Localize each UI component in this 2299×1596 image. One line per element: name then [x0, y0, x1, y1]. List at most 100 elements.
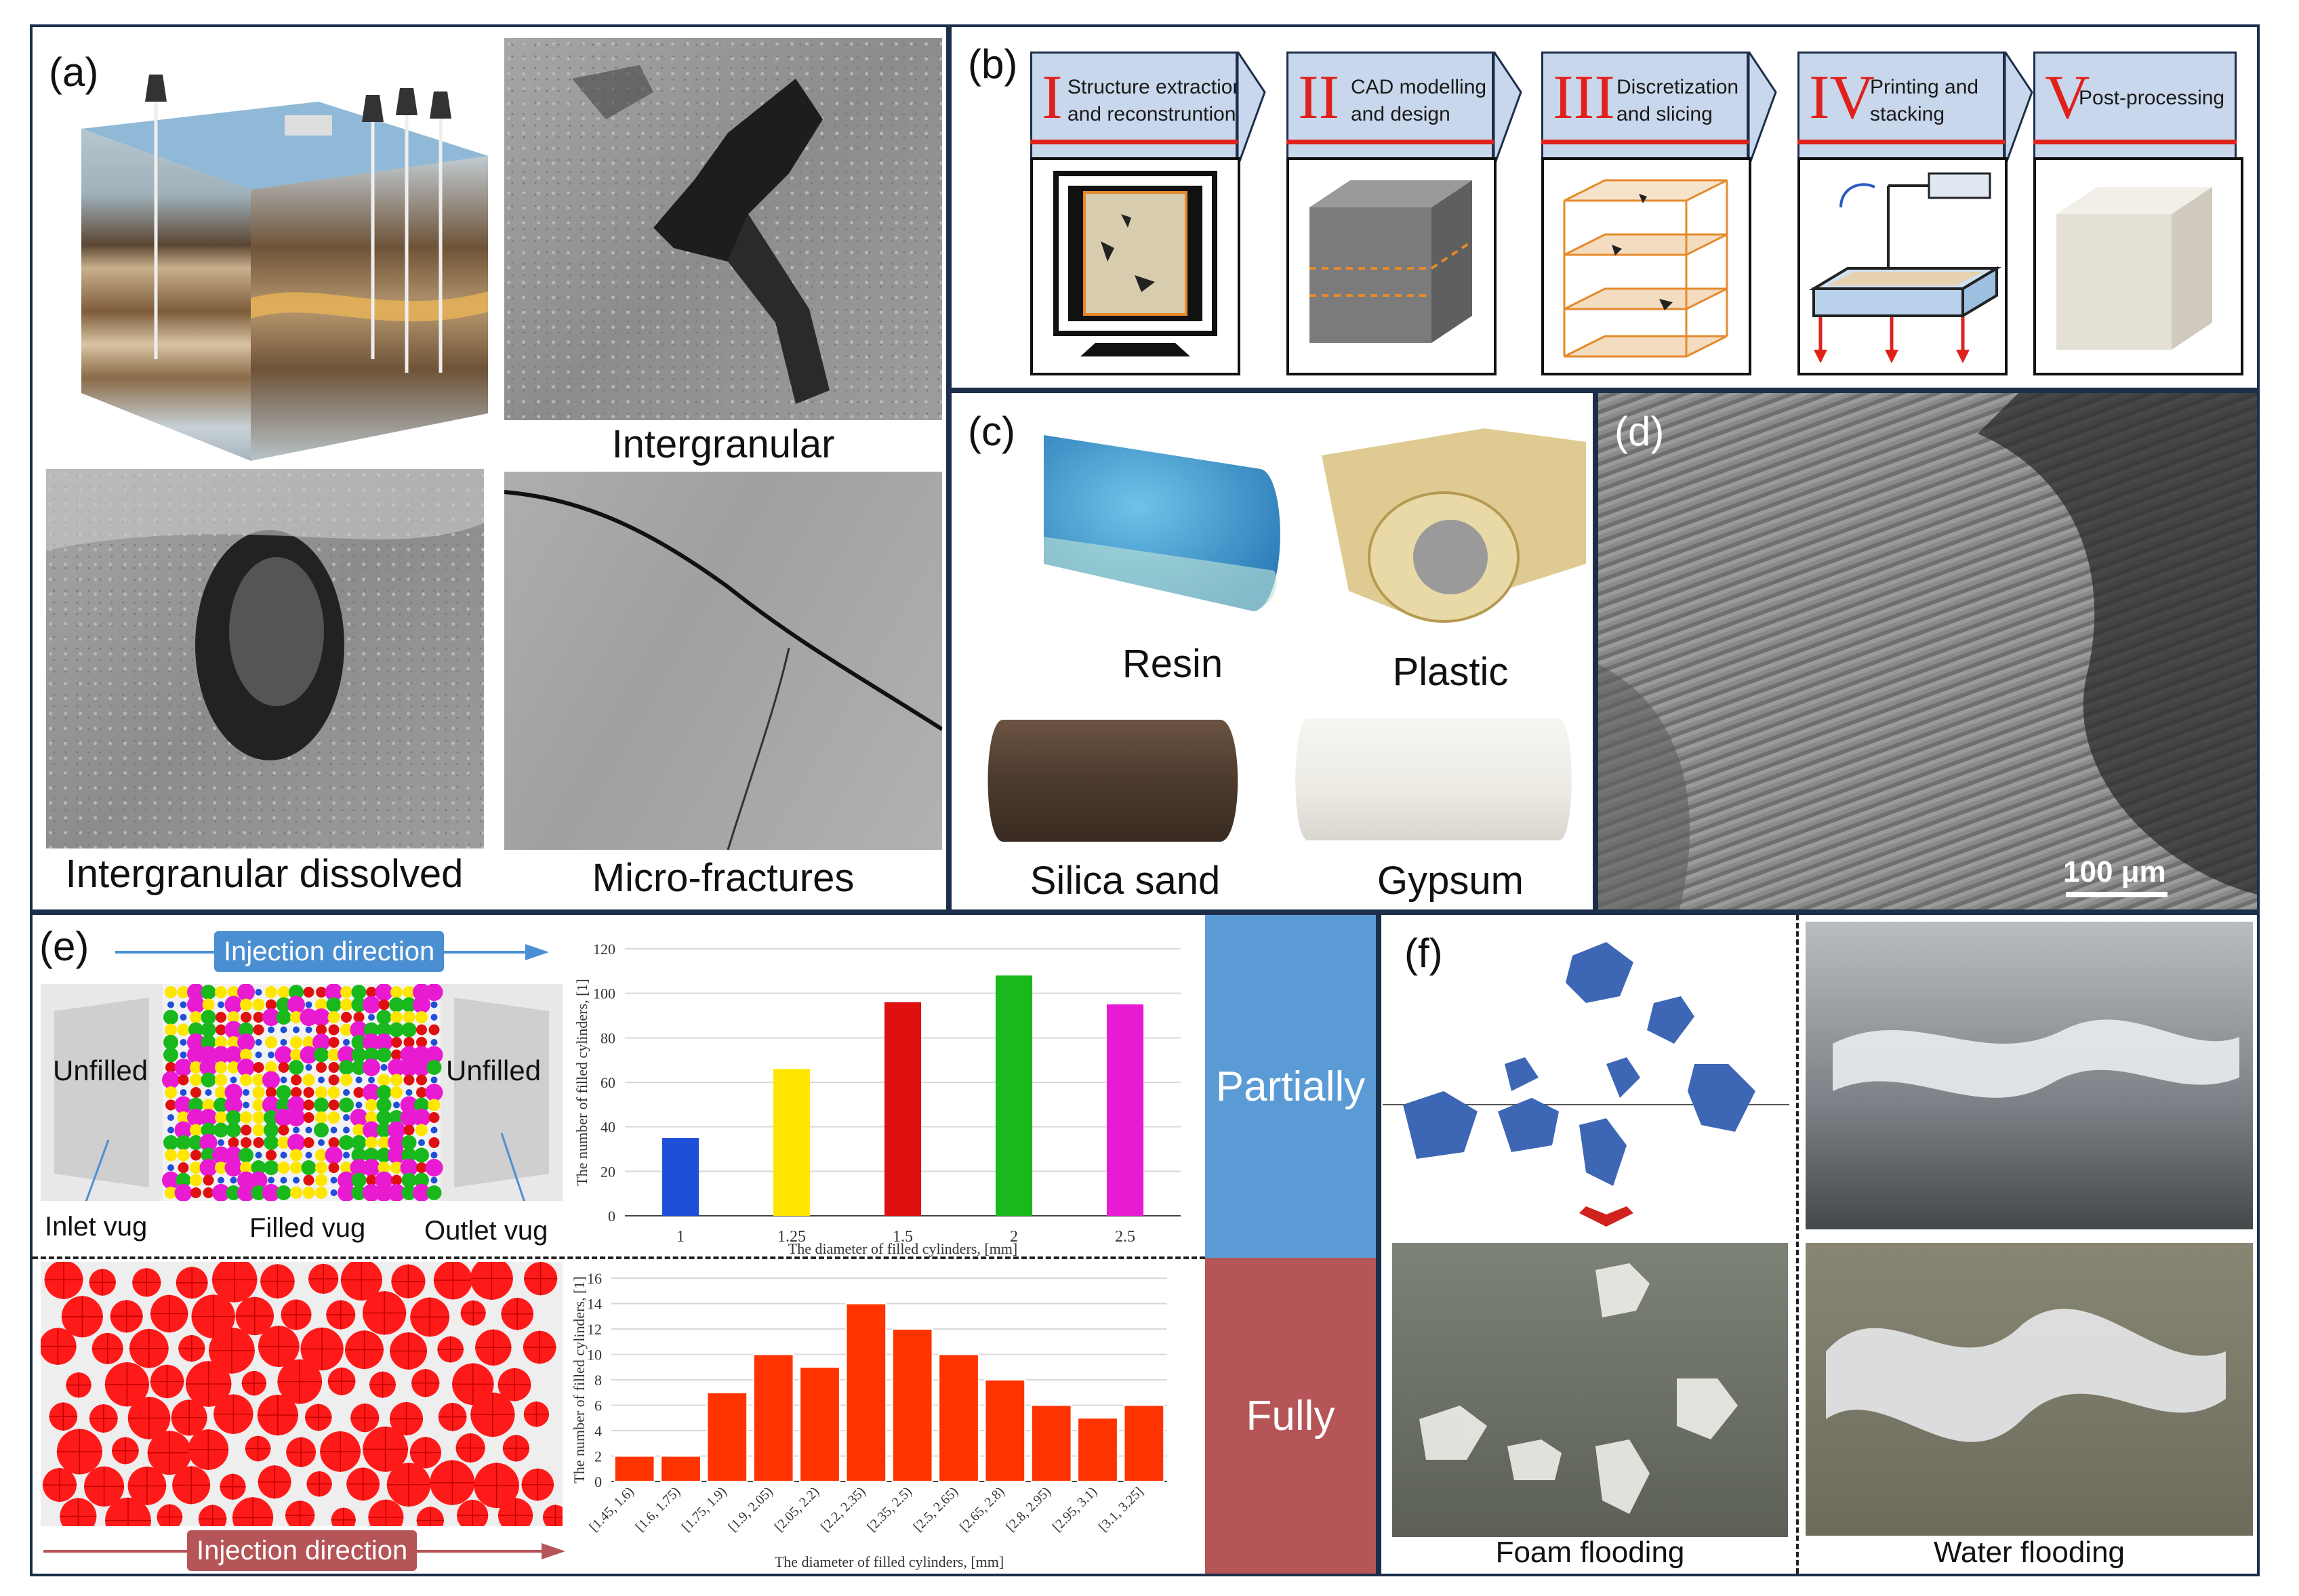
vug-cylinder: [203, 1187, 214, 1198]
vug-cylinder: [226, 1110, 241, 1125]
vug-cylinder: [364, 1147, 379, 1163]
vug-cylinder: [276, 1097, 291, 1113]
vug-cylinder: [343, 1039, 350, 1046]
filled-vug-label: Filled vug: [249, 1213, 366, 1243]
material-gypsum: Gypsum: [1377, 859, 1524, 903]
vug-cylinder: [165, 1062, 176, 1073]
x-tick-label: 2: [1010, 1228, 1018, 1246]
vug-cylinder: [403, 1124, 415, 1136]
vug-cylinder: [180, 1039, 187, 1046]
injection-direction-label-top: Injection direction: [214, 931, 445, 972]
vug-cylinder: [241, 1137, 251, 1148]
caption-intergranular: Intergranular: [611, 422, 835, 466]
step-1-line2: and reconstruntion: [1067, 103, 1236, 125]
vug-cylinder: [177, 1149, 190, 1162]
vug-cylinder: [365, 1099, 378, 1111]
panel-f-frame: [1379, 912, 2260, 1576]
vug-cylinder: [187, 996, 205, 1014]
vug-cylinder: [430, 1001, 438, 1008]
vug-cylinder: [305, 1151, 312, 1159]
vug-cylinder: [249, 1171, 268, 1189]
vug-cylinder: [338, 1046, 355, 1064]
vug-cylinder: [428, 1112, 440, 1123]
step-5-line1: Post-processing: [2079, 87, 2225, 109]
vug-cylinder: [253, 1012, 264, 1023]
panel-a-frame: [30, 24, 949, 912]
vug-cylinder: [276, 997, 291, 1012]
vug-cylinder: [215, 1086, 227, 1099]
y-tick-label: 16: [587, 1270, 602, 1287]
vug-cylinder: [375, 1034, 393, 1051]
vug-cylinder: [375, 984, 393, 1001]
vug-cylinder: [240, 1048, 252, 1061]
sem-printed-surface: [1598, 393, 2257, 909]
vug-cylinder: [376, 1110, 392, 1125]
water-flooding-photo-bottom: [1806, 1243, 2253, 1536]
vug-cylinder: [416, 1024, 427, 1036]
vug-cylinder: [376, 1085, 392, 1100]
vug-cylinder: [266, 999, 277, 1010]
vug-cylinder: [190, 1174, 202, 1187]
vug-cylinder: [201, 1072, 216, 1088]
material-silica-sand: Silica sand: [1030, 859, 1221, 903]
caption-micro-fractures: Micro-fractures: [592, 856, 855, 900]
vug-cylinder: [262, 1008, 280, 1026]
vug-cylinder: [251, 1160, 266, 1175]
vug-cylinder: [165, 1149, 177, 1162]
vug-cylinder: [340, 998, 352, 1011]
vug-cylinder: [302, 1073, 315, 1086]
vug-cylinder: [268, 1026, 274, 1034]
vug-cylinder: [343, 1089, 350, 1096]
vug-cylinder: [190, 1162, 202, 1174]
vug-cylinder: [224, 996, 243, 1014]
vug-cylinder: [426, 1185, 442, 1200]
x-tick-label: [2.8, 2.95): [1003, 1484, 1053, 1534]
vug-cylinder: [212, 1184, 230, 1201]
water-flooding-photo-top: [1806, 922, 2253, 1229]
vug-cylinder: [201, 1122, 216, 1138]
vug-cylinder: [327, 1111, 340, 1124]
vug-cylinder: [425, 1046, 443, 1064]
vug-cylinder: [326, 997, 342, 1012]
vug-cylinder: [414, 1172, 429, 1188]
bar-1: [773, 1069, 811, 1216]
vug-cylinder: [163, 1035, 178, 1050]
bar-4: [799, 1366, 840, 1482]
panel-a-label: (a): [49, 49, 99, 95]
vug-cylinder: [315, 1149, 327, 1162]
vug-cylinder: [268, 1176, 274, 1184]
vug-cylinder: [341, 1012, 352, 1023]
vug-cylinder: [378, 1073, 390, 1086]
vug-cylinder: [314, 1097, 329, 1113]
vug-cylinder: [287, 1096, 305, 1114]
reservoir-block-illustration: [81, 75, 488, 461]
bar-2: [706, 1391, 748, 1482]
vug-cylinder: [202, 1099, 215, 1111]
vug-cylinder: [230, 1176, 237, 1184]
vug-cylinder: [351, 1172, 367, 1188]
vug-cylinder: [351, 1135, 367, 1150]
vug-cylinder: [355, 1076, 363, 1084]
bar-10: [1077, 1417, 1118, 1482]
vug-cylinder: [253, 1137, 264, 1148]
vug-cylinder: [174, 1121, 192, 1139]
panel-d-frame: [1595, 390, 2260, 912]
vug-cylinder: [227, 1061, 240, 1073]
vug-cylinder: [287, 1134, 305, 1151]
vug-cylinder: [305, 1064, 312, 1071]
vug-cylinder: [190, 1087, 201, 1098]
vug-cylinder: [165, 1099, 176, 1111]
vug-cylinder: [252, 1111, 265, 1124]
vug-cylinder: [243, 1089, 249, 1096]
band-partially: Partially: [1205, 915, 1376, 1258]
vug-cylinder: [289, 1060, 304, 1075]
vug-cylinder: [416, 1037, 427, 1048]
panel-e-frame: [30, 912, 1379, 1576]
vug-cylinder: [393, 1101, 400, 1109]
vug-cylinder: [180, 1001, 187, 1008]
vug-cylinder: [389, 1110, 404, 1125]
vug-cylinder: [251, 1185, 266, 1200]
y-tick-label: 60: [601, 1074, 615, 1091]
vug-cylinder: [318, 1139, 325, 1146]
vug-cylinder: [218, 1176, 224, 1184]
